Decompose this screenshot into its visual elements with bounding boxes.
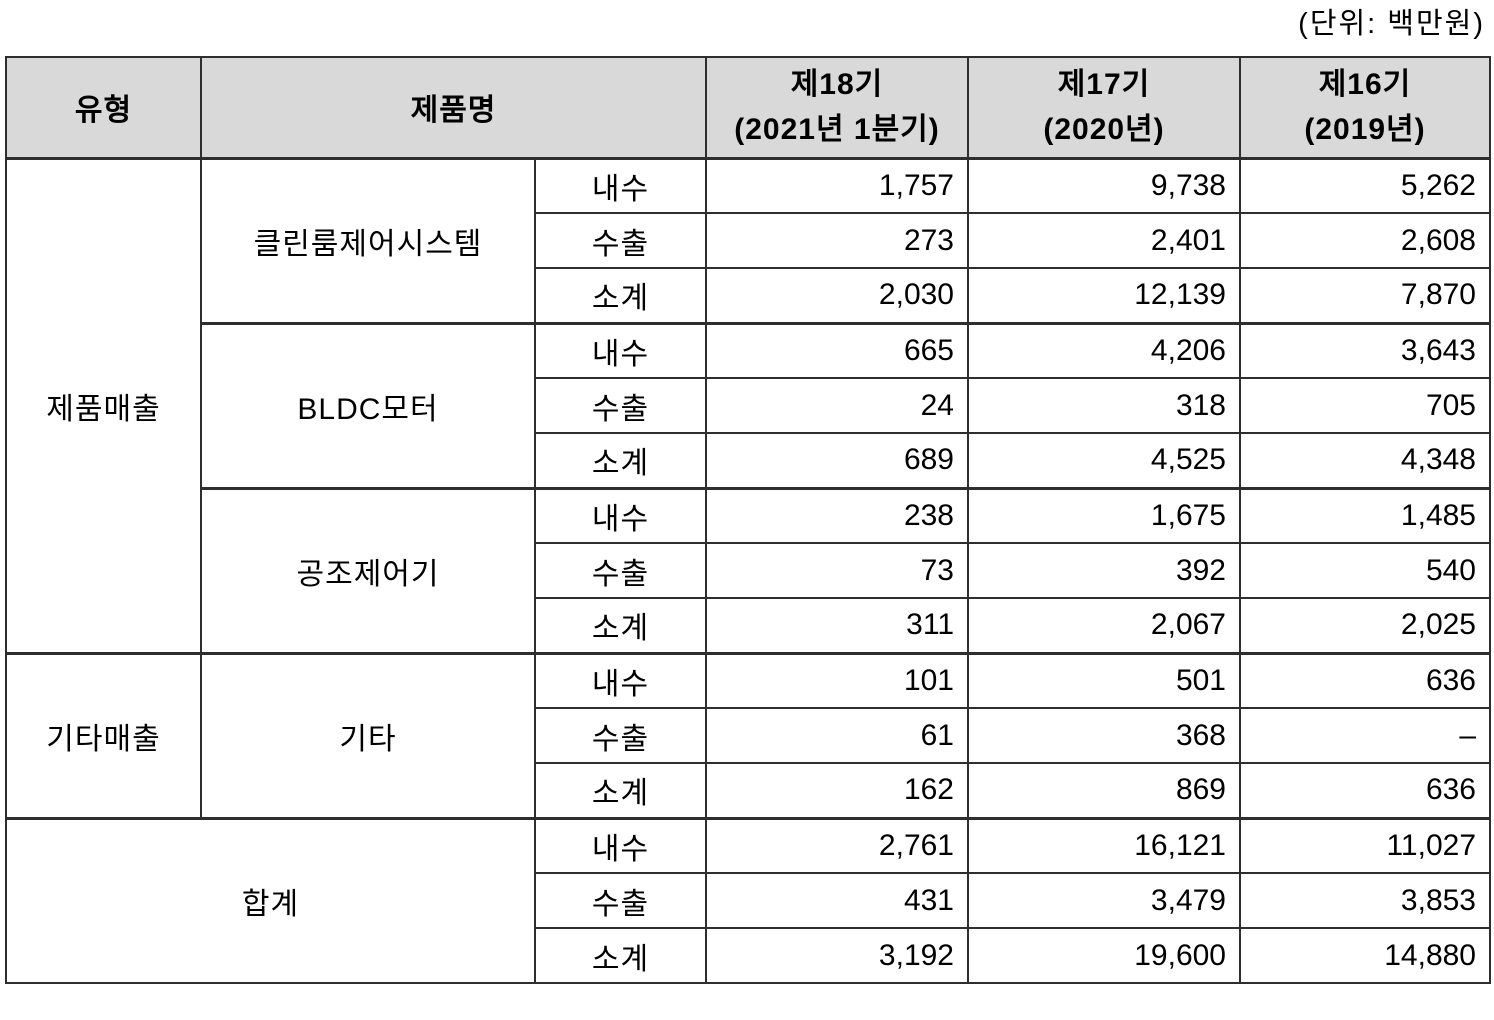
- value-cell: 689: [705, 432, 969, 489]
- table-row: 공조제어기 내수 238 1,675 1,485: [6, 486, 1491, 654]
- table-row: 기타매출 기타 내수 101 501 636: [5, 651, 1491, 819]
- value-cell: 1,485: [1239, 486, 1491, 544]
- channel-cell: 내수: [534, 486, 707, 544]
- type-product-sales-cell: 제품매출: [5, 157, 202, 654]
- value-cell: 311: [705, 597, 969, 654]
- value-cell: 2,030: [705, 267, 969, 324]
- value-cell: 3,853: [1239, 872, 1491, 929]
- table-row: 소계 689 4,525 4,348: [6, 432, 1491, 489]
- value-cell: 636: [1239, 762, 1491, 819]
- product-other-cell: 기타: [200, 651, 536, 819]
- table-row: 소계 162 869 636: [6, 762, 1491, 819]
- value-cell: 4,206: [967, 321, 1241, 379]
- header-type-cell: 유형: [5, 56, 202, 160]
- table-row: 수출 73 392 540: [6, 542, 1491, 599]
- value-cell: 101: [705, 651, 969, 709]
- channel-cell: 소계: [534, 267, 707, 324]
- value-cell: 24: [705, 377, 969, 434]
- value-cell: 16,121: [967, 816, 1241, 874]
- value-cell: 501: [967, 651, 1241, 709]
- channel-cell: 소계: [534, 597, 707, 654]
- table-row: 수출 24 318 705: [6, 377, 1491, 434]
- value-cell: 3,643: [1239, 321, 1491, 379]
- channel-cell: 수출: [534, 707, 707, 764]
- product-cleanroom-cell: 클린룸제어시스템: [200, 157, 536, 324]
- page: (단위: 백만원) 유형 제품명 제18기 (2021년 1분기) 제17기 (…: [5, 8, 1491, 984]
- channel-cell: 내수: [534, 816, 707, 874]
- value-cell: 273: [705, 212, 969, 269]
- channel-cell: 수출: [534, 377, 707, 434]
- value-cell: 318: [967, 377, 1241, 434]
- value-cell: 2,067: [967, 597, 1241, 654]
- channel-cell: 수출: [534, 542, 707, 599]
- channel-cell: 소계: [534, 762, 707, 819]
- value-cell: 5,262: [1239, 157, 1491, 214]
- table-row: 제품매출 클린룸제어시스템 내수 1,757 9,738 5,262: [5, 157, 1491, 654]
- product-hvac-cell: 공조제어기: [200, 486, 536, 654]
- value-cell: 3,479: [967, 872, 1241, 929]
- header-period-17-cell: 제17기 (2020년): [967, 56, 1241, 160]
- value-cell: 11,027: [1239, 816, 1491, 874]
- value-cell: 14,880: [1239, 927, 1491, 984]
- product-bldc-cell: BLDC모터: [200, 321, 536, 489]
- value-cell: 4,348: [1239, 432, 1491, 489]
- value-cell: 2,025: [1239, 597, 1491, 654]
- value-cell: 705: [1239, 377, 1491, 434]
- value-cell: 665: [705, 321, 969, 379]
- total-label-cell: 합계: [5, 816, 536, 984]
- value-cell: 12,139: [967, 267, 1241, 324]
- table-row: 수출 61 368 –: [6, 707, 1491, 764]
- table-row: 합계 내수 2,761 16,121 11,027: [5, 816, 1491, 984]
- channel-cell: 소계: [534, 432, 707, 489]
- table-row: 수출 273 2,401 2,608: [6, 212, 1491, 269]
- header-period-16-cell: 제16기 (2019년): [1239, 56, 1491, 160]
- value-cell: 238: [705, 486, 969, 544]
- value-cell: 869: [967, 762, 1241, 819]
- table-row: 소계 2,030 12,139 7,870: [6, 267, 1491, 324]
- period-17-subtitle: (2020년): [1043, 113, 1165, 147]
- value-cell: 2,401: [967, 212, 1241, 269]
- table-header: 유형 제품명 제18기 (2021년 1분기) 제17기 (2020년) 제16…: [5, 56, 1491, 160]
- value-cell: 73: [705, 542, 969, 599]
- value-cell: 162: [705, 762, 969, 819]
- value-cell: 19,600: [967, 927, 1241, 984]
- channel-cell: 내수: [534, 321, 707, 379]
- header-row: 유형 제품명 제18기 (2021년 1분기) 제17기 (2020년) 제16…: [5, 56, 1491, 160]
- value-cell: 392: [967, 542, 1241, 599]
- period-16-title: 제16기: [1318, 68, 1412, 102]
- unit-label: (단위: 백만원): [1298, 8, 1485, 40]
- value-cell: 2,761: [705, 816, 969, 874]
- value-cell: 61: [705, 707, 969, 764]
- channel-cell: 내수: [534, 157, 707, 214]
- value-cell: 431: [705, 872, 969, 929]
- value-cell: 1,757: [705, 157, 969, 214]
- type-other-sales-cell: 기타매출: [5, 651, 202, 819]
- table-row: 소계 311 2,067 2,025: [6, 597, 1491, 654]
- table-row: 수출 431 3,479 3,853: [6, 872, 1491, 929]
- table-row: 소계 3,192 19,600 14,880: [6, 927, 1491, 984]
- value-cell: 9,738: [967, 157, 1241, 214]
- value-cell: 368: [967, 707, 1241, 764]
- value-cell: 3,192: [705, 927, 969, 984]
- channel-cell: 수출: [534, 212, 707, 269]
- value-cell: 4,525: [967, 432, 1241, 489]
- table-row: BLDC모터 내수 665 4,206 3,643: [6, 321, 1491, 489]
- period-17-title: 제17기: [1057, 68, 1151, 102]
- value-cell: 1,675: [967, 486, 1241, 544]
- header-product-cell: 제품명: [200, 56, 707, 160]
- channel-cell: 소계: [534, 927, 707, 984]
- value-cell: 540: [1239, 542, 1491, 599]
- table-body: 제품매출 클린룸제어시스템 내수 1,757 9,738 5,262 수출 27…: [5, 157, 1491, 984]
- sales-by-product-table: 유형 제품명 제18기 (2021년 1분기) 제17기 (2020년) 제16…: [5, 56, 1491, 984]
- header-period-18-cell: 제18기 (2021년 1분기): [705, 56, 969, 160]
- value-cell: 2,608: [1239, 212, 1491, 269]
- period-18-subtitle: (2021년 1분기): [734, 113, 940, 147]
- period-16-subtitle: (2019년): [1304, 113, 1426, 147]
- channel-cell: 내수: [534, 651, 707, 709]
- value-cell: 636: [1239, 651, 1491, 709]
- period-18-title: 제18기: [790, 68, 884, 102]
- value-cell: –: [1239, 707, 1491, 764]
- value-cell: 7,870: [1239, 267, 1491, 324]
- channel-cell: 수출: [534, 872, 707, 929]
